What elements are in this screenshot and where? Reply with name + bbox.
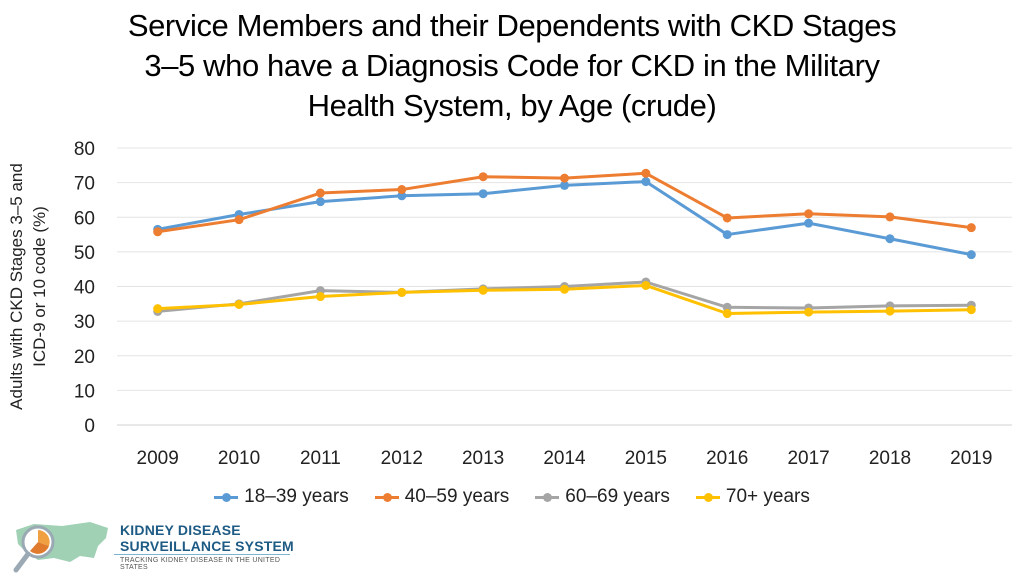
line-chart: 0 10 20 30 40 50 60 70 80 2009 2010 2011 2012 2013 201… xyxy=(7,139,1012,469)
x-tick-label: 2014 xyxy=(543,448,586,469)
y-tick-label: 60 xyxy=(74,208,95,229)
data-point xyxy=(722,230,732,240)
data-point xyxy=(560,173,569,183)
legend-swatch xyxy=(214,491,239,503)
data-point xyxy=(560,180,569,190)
data-point xyxy=(397,287,407,297)
data-point xyxy=(234,215,244,225)
data-point xyxy=(885,234,895,244)
data-point xyxy=(315,292,325,302)
data-point xyxy=(885,306,895,316)
logo-tagline: TRACKING KIDNEY DISEASE IN THE UNITED ST… xyxy=(120,557,281,571)
us-map-icon xyxy=(13,522,108,573)
data-point xyxy=(885,212,895,222)
data-point xyxy=(641,280,651,290)
legend-item: 18–39 years xyxy=(214,486,349,508)
legend-label: 18–39 years xyxy=(244,486,349,507)
data-point xyxy=(315,197,325,207)
y-tick-label: 40 xyxy=(74,278,95,299)
kdss-logo: KIDNEY DISEASE SURVEILLANCE SYSTEM TRACK… xyxy=(10,516,300,576)
data-point xyxy=(478,285,488,295)
data-point xyxy=(804,307,814,317)
legend-swatch xyxy=(535,491,560,503)
data-point xyxy=(722,309,732,319)
legend-item: 60–69 years xyxy=(535,486,670,508)
data-point xyxy=(234,300,244,310)
y-tick-label: 30 xyxy=(74,312,95,333)
data-point xyxy=(478,172,488,182)
x-tick-label: 2015 xyxy=(625,448,667,469)
x-tick-label: 2019 xyxy=(950,448,992,469)
y-tick-label: 70 xyxy=(74,174,95,195)
legend-label: 40–59 years xyxy=(404,486,510,507)
data-point xyxy=(966,250,976,260)
legend-swatch xyxy=(695,491,720,503)
data-point xyxy=(560,284,569,294)
x-tick-label: 2011 xyxy=(300,448,341,469)
series-line xyxy=(157,180,972,257)
data-point xyxy=(153,227,163,237)
chart-title-line-3: Health System, by Age (crude) xyxy=(307,88,717,123)
legend-item: 40–59 years xyxy=(374,486,510,508)
y-tick-label: 10 xyxy=(74,381,95,402)
data-point xyxy=(641,168,651,178)
y-tick-label: 20 xyxy=(74,347,95,368)
data-point xyxy=(315,188,325,198)
x-tick-label: 2017 xyxy=(787,448,829,469)
y-tick-label: 80 xyxy=(74,139,95,160)
chart-title-line-1: Service Members and their Dependents wit… xyxy=(127,8,897,43)
legend-label: 60–69 years xyxy=(565,486,670,507)
y-tick-label: 0 xyxy=(84,416,95,437)
x-tick-label: 2009 xyxy=(137,448,179,469)
logo-title-line-2: SURVEILLANCE SYSTEM xyxy=(120,538,294,554)
x-tick-label: 2016 xyxy=(706,448,748,469)
legend-label: 70+ years xyxy=(725,486,810,507)
chart-legend: 18–39 years 40–59 years 60–69 years 70+ yea… xyxy=(0,486,1024,508)
x-tick-label: 2018 xyxy=(869,448,911,469)
x-tick-label: 2012 xyxy=(381,448,423,469)
chart-title-line-2: 3–5 who have a Diagnosis Code for CKD in… xyxy=(144,48,880,83)
data-point xyxy=(966,305,976,315)
y-tick-label: 50 xyxy=(74,243,95,264)
data-point xyxy=(478,189,488,199)
x-tick-label: 2010 xyxy=(218,448,260,469)
data-point xyxy=(153,304,163,314)
legend-item: 70+ years xyxy=(695,486,810,508)
data-point xyxy=(804,209,814,219)
legend-swatch xyxy=(374,491,399,503)
chart-title: Service Members and their Dependents wit… xyxy=(80,6,944,126)
x-tick-label: 2013 xyxy=(462,448,504,469)
logo-divider xyxy=(114,554,290,555)
data-point xyxy=(722,213,732,223)
data-point xyxy=(804,218,814,228)
data-point xyxy=(966,223,976,233)
logo-title-line-1: KIDNEY DISEASE xyxy=(120,522,241,538)
data-point xyxy=(722,302,732,312)
data-point xyxy=(397,191,407,201)
y-axis-label: Adults with CKD Stages 3–5 and xyxy=(7,163,26,410)
y-axis-label: ICD-9 or 10 code (%) xyxy=(30,206,49,367)
data-point xyxy=(397,185,407,195)
data-point xyxy=(641,177,651,187)
